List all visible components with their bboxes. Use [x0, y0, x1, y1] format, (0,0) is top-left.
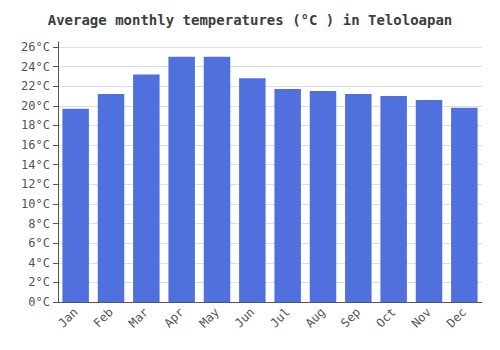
svg-text:8°C: 8°C [28, 217, 50, 231]
svg-text:6°C: 6°C [28, 236, 50, 250]
svg-text:Nov: Nov [409, 305, 434, 330]
svg-text:26°C: 26°C [21, 40, 50, 54]
svg-text:2°C: 2°C [28, 275, 50, 289]
svg-text:Sep: Sep [338, 305, 363, 330]
svg-text:Jul: Jul [267, 305, 292, 330]
svg-text:12°C: 12°C [21, 177, 50, 191]
svg-text:Apr: Apr [161, 305, 186, 330]
svg-text:Aug: Aug [303, 305, 328, 330]
svg-text:4°C: 4°C [28, 256, 50, 270]
svg-text:Jun: Jun [232, 305, 257, 330]
svg-text:18°C: 18°C [21, 118, 50, 132]
svg-text:May: May [197, 305, 222, 330]
svg-text:Dec: Dec [444, 305, 469, 330]
svg-text:16°C: 16°C [21, 138, 50, 152]
svg-text:14°C: 14°C [21, 158, 50, 172]
svg-text:Jan: Jan [55, 305, 80, 330]
svg-text:24°C: 24°C [21, 60, 50, 74]
svg-text:Feb: Feb [91, 305, 116, 330]
svg-text:22°C: 22°C [21, 79, 50, 93]
svg-text:10°C: 10°C [21, 197, 50, 211]
svg-text:Mar: Mar [126, 305, 151, 330]
svg-text:20°C: 20°C [21, 99, 50, 113]
svg-text:Average monthly temperatures (: Average monthly temperatures (°C ) in Te… [48, 12, 453, 28]
svg-text:0°C: 0°C [28, 295, 50, 309]
svg-text:Oct: Oct [373, 305, 398, 330]
